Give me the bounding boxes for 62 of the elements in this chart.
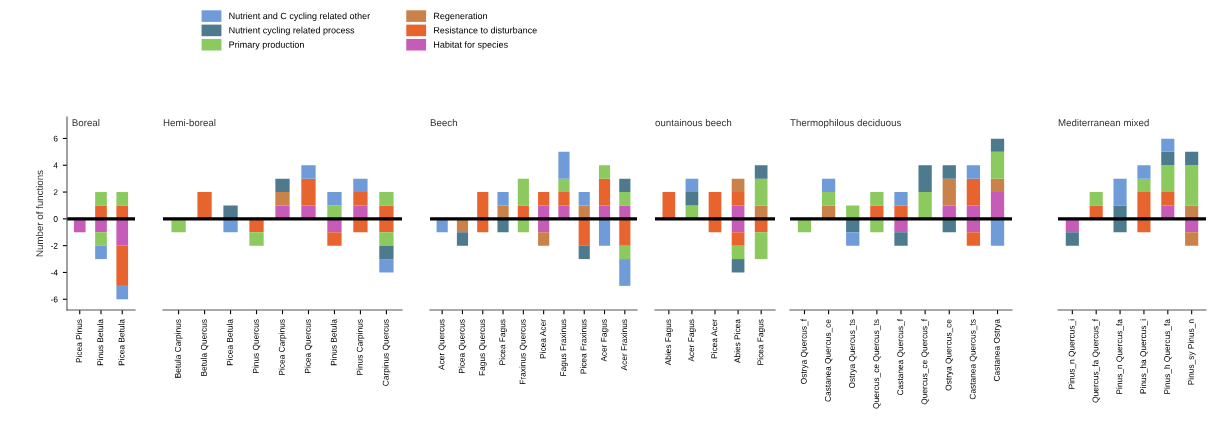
legend-label: Resistance to disturbance — [434, 26, 537, 34]
x-tick-label: Quercus_fa Quercus_f — [1092, 319, 1100, 403]
x-tick-label: Ostrya Quercus_ce — [945, 319, 954, 391]
x-tick-label: Pinus_ha Quercus_i — [1140, 319, 1148, 394]
x-tick-label: Pinus Betula — [330, 319, 337, 366]
chart-title: Mediterranean mixed — [1058, 119, 1149, 127]
chart-title: Boreal — [72, 119, 100, 127]
x-tick-label: Castanea Quercus_ts — [969, 319, 978, 400]
x-tick-label: Pinus Quercus — [252, 319, 261, 373]
y-tick-label: 0 — [53, 216, 58, 222]
x-tick-label: Ostrya Quercus_f — [800, 319, 809, 384]
x-tick-label: Picea Acer — [711, 319, 718, 359]
legend-label: Nutrient cycling related process — [229, 26, 355, 36]
legend-label: Primary production — [229, 41, 304, 50]
x-tick-label: Acer Fagus — [600, 319, 609, 362]
x-tick-label: Picea Fagus — [499, 319, 507, 365]
legend-label: Regeneration — [434, 12, 487, 21]
x-tick-label: Castanea Quercus_f — [897, 319, 905, 396]
y-tick-label: -6 — [50, 296, 58, 303]
x-tick-label: Abies Fagus — [664, 319, 673, 366]
x-tick-label: Carpinus Quercus — [382, 319, 391, 386]
x-tick-label: Pinus Betula — [97, 319, 104, 366]
x-tick-label: Picea Fagus — [757, 319, 766, 365]
x-tick-label: Acer Fagus — [688, 319, 696, 362]
x-tick-label: Pinus_n Quercus_i — [1068, 319, 1077, 389]
chart-title: Thermophilous deciduous — [790, 119, 901, 129]
x-tick-label: Acer Quercus — [438, 319, 446, 370]
y-tick-label: 2 — [53, 189, 58, 196]
y-tick-label: 6 — [53, 135, 58, 142]
chart-title: ountainous beech — [655, 119, 732, 127]
x-tick-label: Acer Fraxinus — [620, 319, 628, 371]
x-tick-label: Pinus_sy Pinus_n — [1187, 319, 1196, 385]
chart-title: Hemi-boreal — [163, 119, 216, 127]
x-tick-label: Picea Fraxinus — [580, 319, 587, 374]
y-tick-label: -4 — [50, 269, 58, 276]
x-tick-label: Pinus Carpinus — [356, 319, 365, 375]
x-tick-label: Pinus_n Quercus_fa — [1116, 319, 1124, 394]
x-tick-label: Fraxinus Quercus — [519, 319, 528, 385]
x-tick-label: Abies Picea — [734, 319, 741, 364]
y-tick-label: -2 — [50, 242, 58, 249]
x-tick-label: Picea Acer — [539, 319, 546, 359]
legend-label: Habitat for species — [434, 41, 508, 50]
x-tick-label: Picea Betula — [118, 319, 125, 366]
x-tick-label: Ostrya Quercus_ts — [849, 319, 857, 389]
x-tick-label: Quercus_ce Quercus_ts — [873, 319, 881, 409]
x-tick-label: Fagus Fraxinus — [560, 319, 568, 376]
x-tick-label: Picea Quercus — [458, 319, 467, 373]
x-tick-label: Pinus_h Quercus_fa — [1163, 319, 1172, 394]
y-tick-label: 4 — [53, 162, 58, 169]
x-tick-label: Picea Quercus — [304, 319, 313, 373]
y-axis-title: Number of functions — [35, 170, 44, 257]
x-tick-label: Quercus_ce Quercus_f — [921, 319, 929, 405]
x-tick-label: Picea Betula — [226, 319, 233, 366]
x-tick-label: Picea Carpinus — [278, 319, 287, 375]
x-tick-label: Betula Quercus — [200, 319, 209, 376]
x-tick-label: Betula Carpinus — [174, 319, 183, 378]
chart-title: Beech — [430, 119, 457, 127]
x-tick-label: Castanea Ostrya — [993, 319, 1002, 382]
x-tick-label: Fagus Quercus — [479, 319, 487, 376]
x-tick-label: Castanea Quercus_ce — [824, 319, 833, 402]
x-tick-label: Picea Pinus — [75, 319, 82, 363]
legend-label: Nutrient and C cycling related other — [229, 12, 371, 21]
